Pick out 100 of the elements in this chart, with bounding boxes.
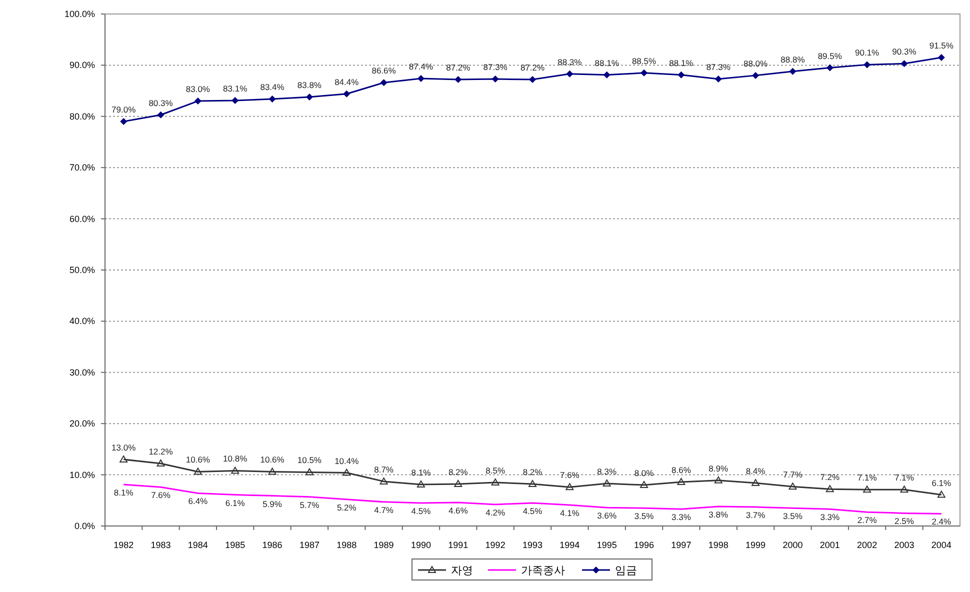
data-label: 13.0% bbox=[112, 442, 136, 452]
data-label: 10.4% bbox=[334, 456, 360, 466]
data-label: 7.6% bbox=[151, 490, 171, 500]
point bbox=[789, 68, 796, 75]
point bbox=[529, 76, 536, 84]
data-label: 3.3% bbox=[672, 512, 692, 522]
data-label: 8.7% bbox=[374, 464, 394, 474]
data-label: 88.8% bbox=[780, 54, 806, 64]
data-label: 8.9% bbox=[708, 463, 728, 474]
data-label: 6.4% bbox=[188, 496, 208, 506]
x-tick-label: 1994 bbox=[560, 540, 580, 550]
point bbox=[602, 480, 611, 487]
data-label: 8.2% bbox=[522, 467, 543, 478]
data-label: 4.1% bbox=[560, 508, 580, 518]
y-tick-label: 90.0% bbox=[69, 60, 95, 70]
data-label: 88.1% bbox=[669, 58, 694, 68]
data-label: 88.0% bbox=[743, 58, 768, 68]
legend-label: 자영 bbox=[451, 565, 473, 577]
data-label: 10.6% bbox=[260, 454, 285, 465]
point bbox=[305, 468, 314, 476]
data-label: 10.8% bbox=[223, 454, 248, 464]
data-label: 3.5% bbox=[634, 511, 654, 522]
point bbox=[416, 480, 425, 488]
y-tick-label: 60.0% bbox=[69, 214, 95, 224]
point bbox=[640, 69, 648, 76]
point bbox=[788, 482, 797, 490]
point bbox=[157, 111, 164, 118]
x-tick-label: 1986 bbox=[262, 540, 282, 550]
x-tick-label: 1998 bbox=[708, 540, 728, 550]
point bbox=[937, 490, 946, 498]
data-label: 88.1% bbox=[594, 58, 620, 68]
x-tick-label: 1996 bbox=[634, 540, 654, 550]
point bbox=[900, 60, 908, 68]
point bbox=[231, 466, 240, 474]
x-tick-label: 2000 bbox=[782, 540, 803, 550]
point bbox=[752, 72, 760, 79]
point bbox=[232, 97, 239, 104]
point bbox=[491, 478, 500, 486]
y-tick-label: 10.0% bbox=[69, 470, 95, 480]
point bbox=[194, 468, 202, 475]
data-label: 88.3% bbox=[558, 56, 582, 67]
data-label: 86.6% bbox=[372, 66, 396, 76]
data-label: 91.5% bbox=[929, 40, 954, 51]
data-label: 90.3% bbox=[892, 46, 917, 57]
x-tick-label: 1984 bbox=[188, 540, 208, 550]
data-label: 8.5% bbox=[486, 465, 506, 476]
data-label: 8.2% bbox=[448, 467, 468, 478]
point bbox=[120, 455, 128, 462]
point bbox=[714, 476, 722, 484]
point bbox=[342, 468, 351, 476]
y-tick-label: 80.0% bbox=[69, 111, 95, 122]
point bbox=[380, 477, 388, 484]
data-label: 10.5% bbox=[297, 455, 322, 466]
data-label: 6.1% bbox=[225, 498, 246, 508]
data-label: 8.4% bbox=[746, 466, 766, 476]
data-label: 8.1% bbox=[411, 468, 432, 478]
point bbox=[120, 118, 128, 126]
data-label: 12.2% bbox=[148, 446, 174, 457]
data-label: 87.3% bbox=[706, 62, 731, 72]
point bbox=[194, 98, 202, 105]
point bbox=[343, 90, 350, 98]
point bbox=[714, 76, 722, 83]
data-label: 3.8% bbox=[708, 510, 728, 520]
point bbox=[380, 79, 388, 86]
data-label: 2.4% bbox=[932, 516, 952, 527]
data-label: 89.5% bbox=[818, 50, 842, 61]
point bbox=[528, 480, 536, 488]
x-tick-label: 1995 bbox=[596, 540, 617, 550]
x-tick-label: 2004 bbox=[931, 540, 952, 550]
point bbox=[603, 71, 610, 78]
data-label: 7.1% bbox=[857, 472, 878, 483]
point bbox=[492, 76, 499, 83]
data-label: 6.1% bbox=[932, 478, 952, 488]
data-label: 8.3% bbox=[597, 466, 617, 477]
point bbox=[156, 460, 165, 467]
data-label: 84.4% bbox=[334, 76, 360, 87]
x-tick-label: 1985 bbox=[225, 540, 246, 550]
y-tick-label: 70.0% bbox=[69, 162, 95, 173]
point bbox=[640, 481, 648, 488]
x-tick-label: 1992 bbox=[485, 540, 506, 550]
point bbox=[268, 468, 276, 475]
point bbox=[864, 61, 871, 68]
x-tick-label: 2003 bbox=[894, 540, 914, 550]
y-tick-label: 0.0% bbox=[74, 521, 95, 531]
x-tick-label: 1993 bbox=[522, 540, 543, 550]
point bbox=[938, 54, 945, 62]
x-tick-label: 2001 bbox=[820, 540, 840, 550]
data-label: 8.1% bbox=[114, 488, 134, 498]
data-label: 3.3% bbox=[820, 512, 840, 522]
data-label: 80.3% bbox=[148, 98, 174, 108]
y-tick-label: 20.0% bbox=[69, 418, 95, 429]
data-label: 87.2% bbox=[520, 62, 545, 73]
point bbox=[900, 486, 908, 493]
data-label: 83.1% bbox=[223, 84, 248, 94]
data-label: 83.4% bbox=[260, 82, 285, 92]
data-label: 4.5% bbox=[411, 506, 432, 516]
data-label: 2.7% bbox=[857, 515, 878, 526]
point bbox=[826, 64, 834, 72]
data-label: 4.2% bbox=[486, 507, 506, 518]
data-label: 10.6% bbox=[186, 454, 210, 465]
